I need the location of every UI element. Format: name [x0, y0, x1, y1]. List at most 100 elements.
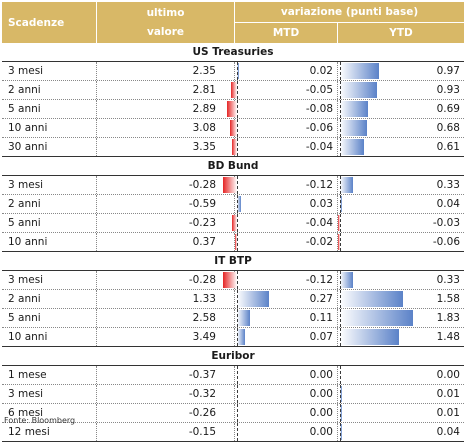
table-row: 3 mesi -0.28 -0.12 0.33 — [2, 176, 464, 195]
table-row: 6 mesi -0.26 0.00 0.01 — [2, 404, 464, 423]
column-divider — [337, 138, 338, 156]
ytd-bar — [340, 63, 379, 79]
maturity-label: 10 anni — [8, 122, 48, 134]
ytd-value: 1.48 — [436, 331, 460, 343]
column-divider — [337, 119, 338, 137]
maturity-label: 6 mesi — [8, 407, 44, 419]
mtd-value: -0.04 — [305, 217, 333, 229]
maturity-label: 2 anni — [8, 293, 41, 305]
ytd-bar — [340, 310, 414, 326]
column-divider — [337, 176, 338, 194]
table-row: 2 anni 2.81 -0.05 0.93 — [2, 81, 464, 100]
header-scadenze: Scadenze — [8, 16, 65, 29]
last-value: 0.37 — [192, 236, 216, 248]
table-row: 5 anni 2.58 0.11 1.83 — [2, 309, 464, 328]
section-title: BD Bund — [2, 157, 464, 176]
ytd-zero-axis — [340, 119, 341, 137]
ytd-zero-axis — [340, 385, 341, 403]
last-value: 3.35 — [192, 141, 216, 153]
ytd-bar — [340, 177, 354, 193]
mtd-bar — [231, 82, 237, 98]
maturity-label: 5 anni — [8, 103, 41, 115]
table-body: US Treasuries 3 mesi 2.35 0.02 0.97 2 anni 2.8… — [2, 43, 464, 442]
last-value: 3.08 — [192, 122, 216, 134]
mtd-value: 0.11 — [309, 312, 333, 324]
ytd-zero-axis — [340, 309, 341, 327]
ytd-zero-axis — [340, 271, 341, 289]
mtd-zero-axis — [237, 366, 238, 384]
mtd-value: -0.02 — [305, 236, 333, 248]
ytd-bar — [338, 215, 340, 231]
mtd-zero-axis — [237, 328, 238, 346]
ytd-bar — [340, 82, 378, 98]
ytd-value: 0.93 — [436, 84, 460, 96]
section-title: US Treasuries — [2, 43, 464, 62]
source-note: Fonte: Bloomberg — [4, 416, 76, 425]
column-divider — [96, 100, 97, 118]
table-row: 30 anni 3.35 -0.04 0.61 — [2, 138, 464, 157]
table-row: 5 anni -0.23 -0.04 -0.03 — [2, 214, 464, 233]
mtd-zero-axis — [237, 176, 238, 194]
header-ytd: YTD — [337, 22, 464, 43]
section-title: IT BTP — [2, 252, 464, 271]
column-divider — [234, 233, 235, 251]
mtd-bar — [237, 196, 241, 212]
ytd-bar — [340, 139, 365, 155]
mtd-zero-axis — [237, 62, 238, 80]
last-value: 3.49 — [192, 331, 216, 343]
last-value: -0.32 — [188, 388, 216, 400]
last-value: -0.26 — [188, 407, 216, 419]
table-row: 12 mesi -0.15 0.00 0.04 — [2, 423, 464, 442]
ytd-zero-axis — [340, 62, 341, 80]
mtd-zero-axis — [237, 119, 238, 137]
column-divider — [96, 81, 97, 99]
table-row: 1 mese -0.37 0.00 0.00 — [2, 366, 464, 385]
last-value: 2.89 — [192, 103, 216, 115]
section-title: Euribor — [2, 347, 464, 366]
column-divider — [234, 385, 235, 403]
last-value: 2.58 — [192, 312, 216, 324]
ytd-value: 1.58 — [436, 293, 460, 305]
last-value: -0.28 — [188, 274, 216, 286]
mtd-zero-axis — [237, 81, 238, 99]
mtd-value: -0.06 — [305, 122, 333, 134]
header-valore: valore — [146, 26, 185, 38]
header-variazione: variazione (punti base) — [234, 2, 464, 22]
ytd-bar — [340, 196, 342, 212]
column-divider — [96, 328, 97, 346]
mtd-zero-axis — [237, 404, 238, 422]
mtd-value: 0.00 — [309, 407, 333, 419]
mtd-value: -0.12 — [305, 179, 333, 191]
ytd-value: 0.69 — [436, 103, 460, 115]
mtd-bar — [222, 177, 237, 193]
mtd-bar — [232, 139, 237, 155]
column-divider — [96, 404, 97, 422]
header-ultimo: ultimo — [146, 7, 185, 19]
ytd-value: 0.97 — [436, 65, 460, 77]
ytd-value: 0.01 — [436, 407, 460, 419]
ytd-value: 0.00 — [436, 369, 460, 381]
column-divider — [234, 404, 235, 422]
ytd-value: 0.61 — [436, 141, 460, 153]
mtd-zero-axis — [237, 195, 238, 213]
column-divider — [234, 366, 235, 384]
mtd-zero-axis — [237, 214, 238, 232]
ytd-value: -0.03 — [432, 217, 460, 229]
ytd-bar — [340, 386, 342, 402]
column-divider — [337, 271, 338, 289]
ytd-value: 1.83 — [436, 312, 460, 324]
mtd-value: 0.00 — [309, 426, 333, 438]
ytd-zero-axis — [340, 214, 341, 232]
column-divider — [234, 290, 235, 308]
ytd-value: 0.33 — [436, 179, 460, 191]
column-divider — [96, 366, 97, 384]
mtd-zero-axis — [237, 271, 238, 289]
column-divider — [337, 100, 338, 118]
mtd-bar — [237, 310, 251, 326]
table-row: 2 anni -0.59 0.03 0.04 — [2, 195, 464, 214]
column-divider — [96, 290, 97, 308]
column-divider — [96, 195, 97, 213]
maturity-label: 2 anni — [8, 84, 41, 96]
ytd-zero-axis — [340, 100, 341, 118]
